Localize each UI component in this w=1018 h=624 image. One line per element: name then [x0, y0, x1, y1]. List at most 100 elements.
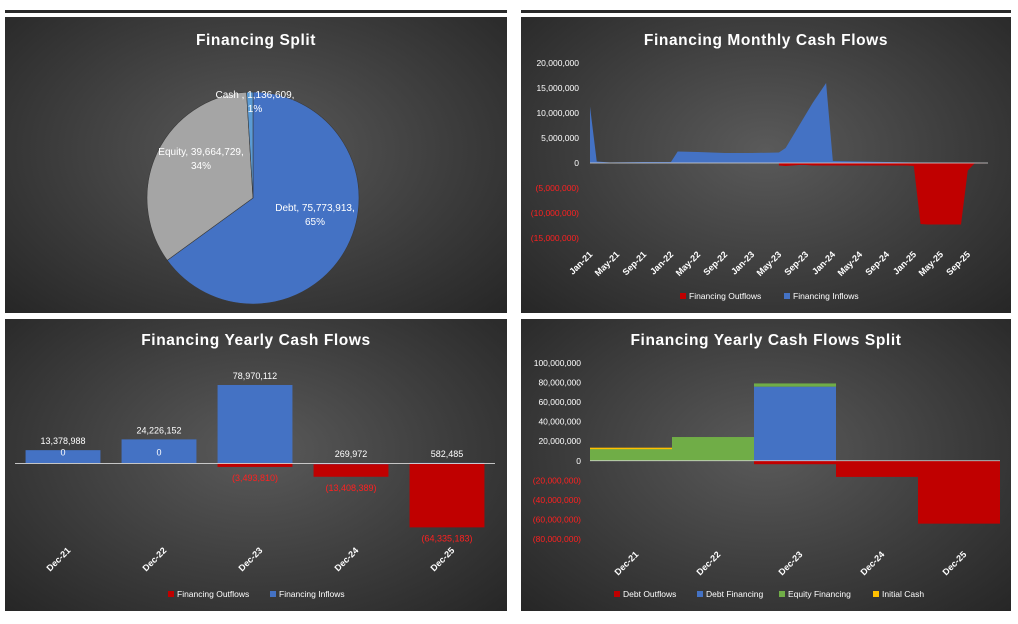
y-tick-label: 20,000,000: [536, 58, 579, 68]
pie-slice-equity: [146, 91, 254, 261]
pie-slice-debt: [166, 91, 360, 305]
x-tick-label: Dec-25: [428, 545, 456, 573]
y-tick-label: (60,000,000): [533, 514, 581, 524]
financing-split-chart: Financing Split Debt, 75,773,913, 65% Equit…: [146, 32, 360, 305]
x-tick-label: Dec-22: [694, 549, 722, 577]
data-label-outflow: (13,408,389): [325, 483, 376, 493]
x-tick-label: Dec-24: [858, 549, 886, 577]
financing-yearly-panel: Financing Yearly Cash Flows 13,378,988 24,…: [5, 319, 507, 611]
bar-financing-inflows: [217, 384, 293, 464]
legend-swatch: [168, 591, 174, 597]
data-label-inflow: 78,970,112: [233, 371, 277, 381]
legend-swatch: [697, 591, 703, 597]
area-debt-outflows: [836, 460, 918, 477]
data-label-outflow: (3,493,810): [232, 473, 278, 483]
area-debt-outflows: [918, 460, 1000, 524]
data-label-outflow: 0: [156, 447, 161, 457]
x-tick-label: Dec-23: [236, 545, 264, 573]
x-tick-label: May-21: [593, 249, 622, 278]
y-tick-label: (40,000,000): [533, 495, 581, 505]
x-tick-label: Jan-22: [648, 249, 675, 276]
x-tick-label: Dec-21: [44, 545, 72, 573]
legend-swatch: [270, 591, 276, 597]
data-label-inflow: 582,485: [431, 449, 464, 459]
y-tick-label: 60,000,000: [538, 397, 581, 407]
bar-financing-inflows: [121, 439, 197, 464]
y-tick-label: 20,000,000: [538, 436, 581, 446]
legend-swatch: [873, 591, 879, 597]
legend-label: Debt Financing: [706, 589, 763, 599]
y-tick-label: 15,000,000: [536, 83, 579, 93]
legend-swatch: [614, 591, 620, 597]
pie-label-debt: Debt, 75,773,913,: [275, 203, 355, 214]
area-financing-inflows: [590, 83, 988, 163]
bar-financing-outflows: [217, 463, 293, 467]
y-tick-label: 10,000,000: [536, 108, 579, 118]
data-label-outflow: 0: [60, 447, 65, 457]
data-label-outflow: (64,335,183): [421, 533, 472, 543]
data-label-inflow: 24,226,152: [136, 425, 181, 435]
legend-label: Financing Inflows: [793, 291, 859, 301]
legend-swatch: [784, 293, 790, 299]
chart-title: Financing Split: [196, 32, 316, 49]
y-tick-label: (5,000,000): [536, 183, 580, 193]
x-tick-label: May-22: [674, 249, 703, 278]
pie-label-cash: Cash , 1,136,609,: [216, 90, 295, 101]
x-tick-label: May-23: [755, 249, 784, 278]
chart-title: Financing Yearly Cash Flows: [141, 332, 371, 349]
y-tick-label: (10,000,000): [531, 208, 579, 218]
chart-title: Financing Yearly Cash Flows Split: [630, 332, 901, 349]
legend-label: Financing Outflows: [177, 589, 249, 599]
legend-label: Debt Outflows: [623, 589, 676, 599]
chart-title: Financing Monthly Cash Flows: [644, 32, 888, 49]
y-tick-label: (80,000,000): [533, 534, 581, 544]
financing-split-panel: Financing Split Debt, 75,773,913, 65% Equit…: [5, 17, 507, 313]
x-tick-label: Dec-25: [940, 549, 968, 577]
financing-monthly-chart: Financing Monthly Cash Flows 20,000,000 15…: [531, 32, 988, 301]
x-tick-label: May-25: [917, 249, 946, 278]
x-tick-label: Jan-23: [729, 249, 756, 276]
y-tick-label: (20,000,000): [533, 475, 581, 485]
area-initial-cash: [590, 447, 672, 450]
legend-label: Financing Outflows: [689, 291, 761, 301]
y-tick-label: (15,000,000): [531, 233, 579, 243]
y-tick-label: 0: [574, 158, 579, 168]
x-tick-label: Jan-21: [567, 249, 594, 276]
legend-swatch: [779, 591, 785, 597]
legend-label: Financing Inflows: [279, 589, 345, 599]
x-tick-label: Sep-25: [944, 249, 972, 277]
bar-financing-outflows: [409, 463, 485, 528]
x-tick-label: Sep-24: [863, 249, 891, 277]
x-tick-label: Jan-24: [810, 249, 837, 276]
top-border-right: [521, 10, 1011, 13]
bar-financing-inflows: [25, 450, 101, 464]
pie-slice-cash: [246, 91, 254, 199]
data-label-inflow: 269,972: [335, 449, 368, 459]
x-tick-label: Dec-23: [776, 549, 804, 577]
x-tick-label: May-24: [836, 249, 865, 278]
x-tick-label: Sep-22: [701, 249, 729, 277]
area-debt-outflows: [754, 460, 836, 465]
x-tick-label: Sep-21: [620, 249, 648, 277]
x-tick-label: Dec-24: [332, 545, 360, 573]
y-tick-label: 40,000,000: [538, 417, 581, 427]
financing-yearly-split-chart: Financing Yearly Cash Flows Split 100,000…: [533, 332, 1000, 599]
y-tick-label: 0: [576, 456, 581, 466]
pie-percent-equity: 34%: [191, 161, 211, 172]
data-label-inflow: 13,378,988: [40, 436, 85, 446]
pie-percent-debt: 65%: [305, 217, 325, 228]
area-equity-financing: [672, 437, 754, 461]
x-tick-label: Jan-25: [891, 249, 918, 276]
y-tick-label: 80,000,000: [538, 378, 581, 388]
bar-financing-outflows: [313, 463, 389, 477]
y-tick-label: 100,000,000: [534, 358, 582, 368]
legend-swatch: [680, 293, 686, 299]
top-border-left: [5, 10, 507, 13]
area-financing-outflows: [590, 163, 988, 225]
legend-label: Initial Cash: [882, 589, 924, 599]
x-tick-label: Dec-21: [612, 549, 640, 577]
pie-label-equity: Equity, 39,664,729,: [158, 147, 243, 158]
pie-percent-cash: 1%: [248, 104, 263, 115]
area-equity-financing: [754, 383, 836, 387]
financing-monthly-panel: Financing Monthly Cash Flows 20,000,000 15…: [521, 17, 1011, 313]
